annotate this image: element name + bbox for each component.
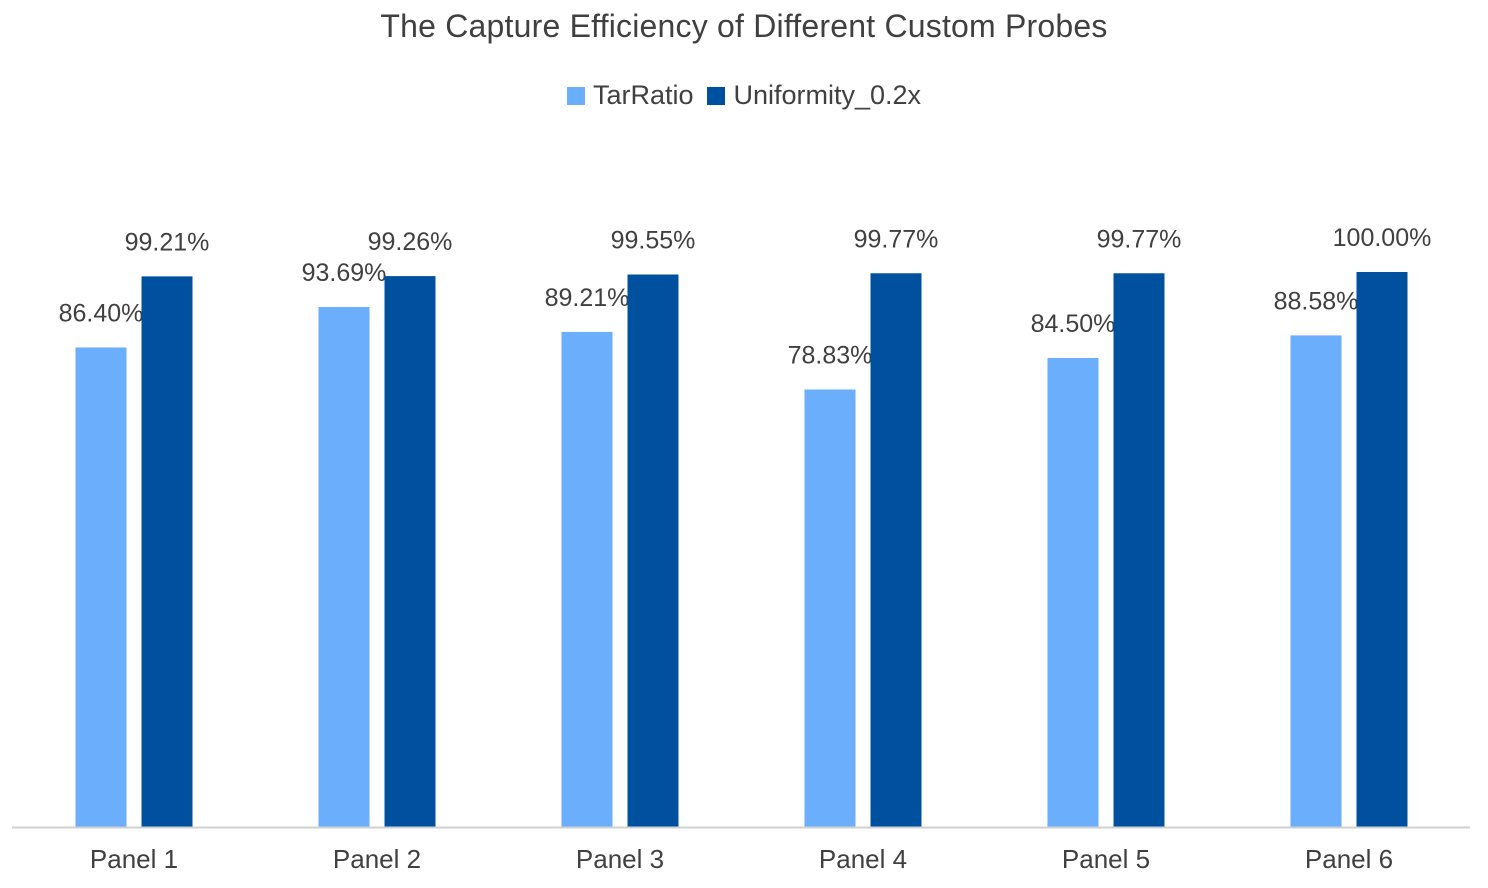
data-label-tarratio-4: 78.83% [788,341,873,369]
legend-swatch-tarratio [566,86,585,105]
legend-label-uniformity: Uniformity_0.2x [733,80,922,110]
bar-tarratio-4 [804,389,856,827]
bar-uniformity-5 [1113,273,1165,827]
chart-legend: TarRatio Uniformity_0.2x [0,80,1488,111]
bar-uniformity-3 [627,274,679,827]
bar-tarratio-5 [1047,358,1099,827]
x-tick-label-6: Panel 6 [1305,844,1393,874]
legend-item-uniformity: Uniformity_0.2x [707,80,921,111]
data-label-tarratio-2: 93.69% [302,259,387,287]
bar-tarratio-1 [75,347,127,827]
data-label-tarratio-3: 89.21% [545,284,630,312]
x-tick-label-4: Panel 4 [819,844,907,874]
data-label-tarratio-1: 86.40% [59,299,144,327]
legend-swatch-uniformity [707,86,726,105]
bar-tarratio-6 [1290,335,1342,827]
data-label-uniformity-2: 99.26% [368,228,453,256]
x-tick-label-3: Panel 3 [576,844,664,874]
data-label-uniformity-3: 99.55% [611,226,696,254]
x-tick-label-5: Panel 5 [1062,844,1150,874]
data-label-uniformity-6: 100.00% [1333,224,1432,252]
data-label-tarratio-5: 84.50% [1031,310,1116,338]
bar-uniformity-1 [141,276,193,827]
chart-title: The Capture Efficiency of Different Cust… [380,8,1108,44]
data-label-uniformity-4: 99.77% [854,225,939,253]
bar-tarratio-3 [561,331,613,827]
x-tick-label-1: Panel 1 [90,844,178,874]
bar-uniformity-2 [384,276,436,827]
data-label-uniformity-1: 99.21% [125,228,210,256]
bar-tarratio-2 [318,307,370,827]
x-tick-label-2: Panel 2 [333,844,421,874]
data-label-uniformity-5: 99.77% [1097,225,1182,253]
data-label-tarratio-6: 88.58% [1274,287,1359,315]
bar-uniformity-4 [870,273,922,827]
bar-uniformity-6 [1356,272,1408,827]
legend-label-tarratio: TarRatio [592,80,694,110]
legend-item-tarratio: TarRatio [566,80,694,111]
